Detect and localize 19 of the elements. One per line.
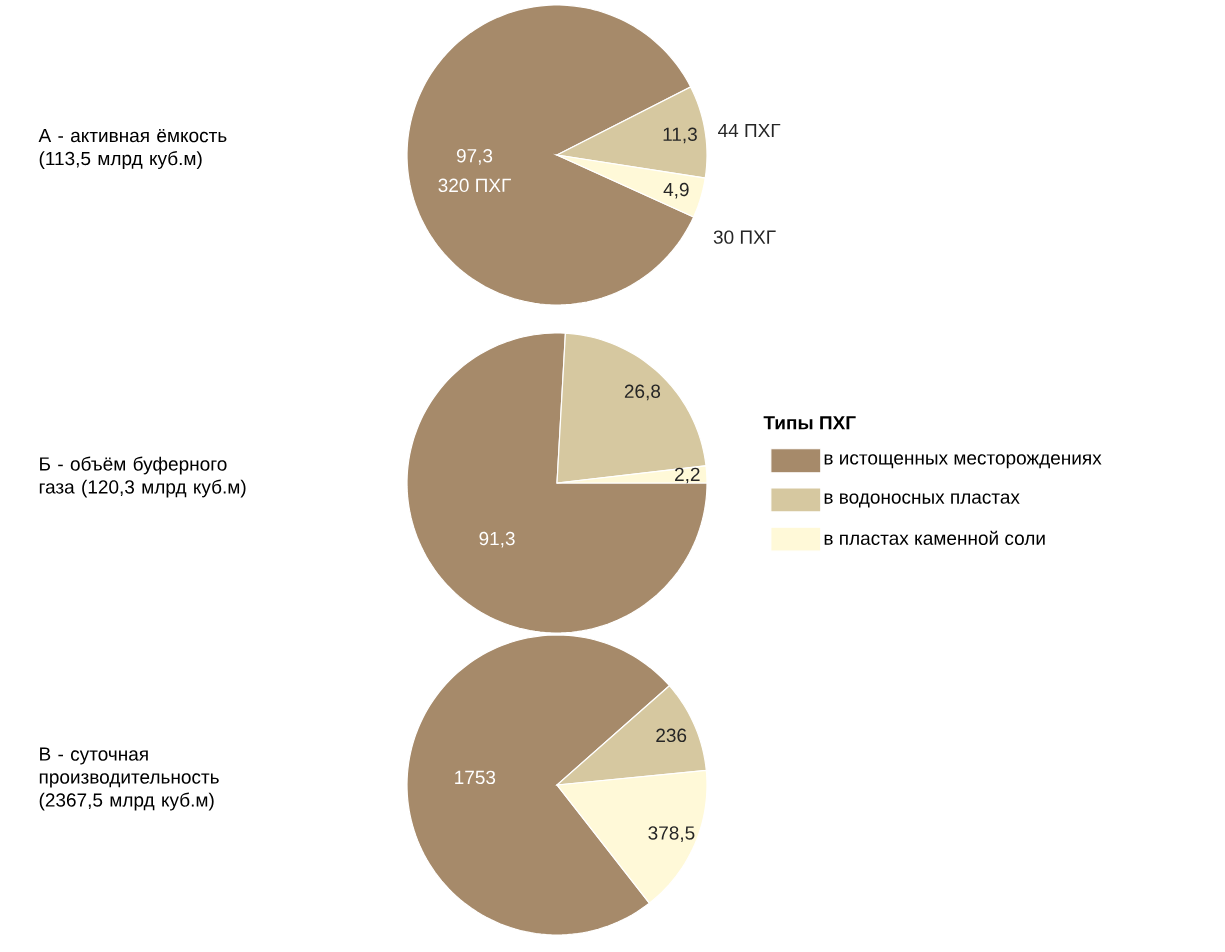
legend-label: в водоносных пластах — [824, 493, 1020, 508]
legend-label: в истощенных месторождениях — [824, 454, 1102, 469]
text: 30 ПХГ — [713, 230, 776, 244]
data-label: 97,3 — [456, 148, 493, 165]
text: Б - объём буферного газа (120,3 млрд куб.м) — [39, 456, 246, 498]
data-label: 2,2 — [675, 467, 700, 484]
legend-label: в пластах каменной соли — [824, 530, 1045, 545]
data-label: 26,8 — [624, 384, 661, 401]
text: 320 ПХГ — [438, 178, 511, 193]
data-label: 378,5 — [648, 826, 695, 842]
data-label: 4,9 — [663, 182, 689, 199]
legend-title: Типы ПХГ — [763, 416, 856, 430]
data-label: 236 — [656, 728, 687, 743]
text: А - активная ёмкость (113,5 млрд куб.м) — [38, 128, 227, 169]
data-label: 91,3 — [479, 531, 515, 548]
data-label: 11,3 — [663, 127, 697, 144]
text: В - суточная производительность (2367,5 млрд куб.м) — [39, 747, 219, 811]
text: 44 ПХГ — [718, 123, 781, 137]
data-label: 1753 — [455, 770, 496, 785]
